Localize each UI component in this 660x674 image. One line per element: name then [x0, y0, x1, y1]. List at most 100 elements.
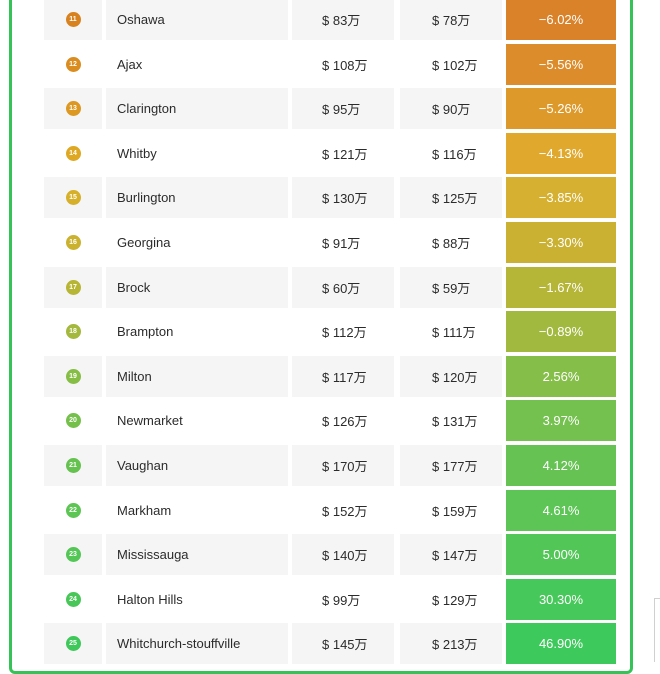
table-row: 19 Milton $ 117万 $ 120万 2.56% — [44, 355, 616, 397]
price-after: $ 125万 — [400, 177, 502, 219]
change-percent: −5.56% — [506, 43, 616, 85]
rank-cell: 15 — [44, 177, 102, 219]
rank-badge: 17 — [65, 279, 81, 295]
change-percent: −3.30% — [506, 222, 616, 263]
rank-cell: 20 — [44, 400, 102, 441]
rank-badge: 24 — [65, 591, 81, 607]
table-row: 16 Georgina $ 91万 $ 88万 −3.30% — [44, 222, 616, 263]
price-after: $ 177万 — [400, 445, 502, 486]
price-before: $ 152万 — [322, 503, 368, 519]
price-before: $ 99万 — [322, 592, 361, 608]
table-row: 23 Mississauga $ 140万 $ 147万 5.00% — [44, 534, 616, 576]
price-before: $ 95万 — [292, 88, 394, 130]
price-before: $ 121万 — [322, 146, 368, 162]
price-after: $ 90万 — [400, 88, 502, 130]
rank-cell: 16 — [44, 222, 102, 263]
table-row: 14 Whitby $ 121万 $ 116万 −4.13% — [44, 132, 616, 174]
rank-badge: 14 — [65, 145, 81, 161]
adjacent-panel-edge — [654, 598, 660, 662]
rank-badge: 19 — [65, 368, 81, 384]
price-before: $ 140万 — [292, 534, 394, 576]
price-before: $ 83万 — [292, 0, 394, 40]
table-row: 24 Halton Hills $ 99万 $ 129万 30.30% — [44, 578, 616, 620]
table-row: 11 Oshawa $ 83万 $ 78万 −6.02% — [44, 0, 616, 40]
rank-cell: 25 — [44, 623, 102, 665]
rank-badge: 20 — [65, 413, 81, 429]
table-row: 22 Markham $ 152万 $ 159万 4.61% — [44, 489, 616, 531]
city-name: Ajax — [117, 56, 143, 72]
change-percent: −0.89% — [506, 311, 616, 353]
city-name: Whitchurch-stouffville — [106, 623, 288, 665]
rank-cell: 18 — [44, 311, 102, 352]
change-percent: 4.61% — [506, 489, 616, 531]
rank-badge: 15 — [65, 190, 81, 206]
price-before: $ 117万 — [292, 355, 394, 397]
rank-cell: 24 — [44, 579, 102, 620]
change-percent: −4.13% — [506, 132, 616, 174]
price-after: $ 213万 — [400, 623, 502, 665]
city-name: Halton Hills — [117, 591, 183, 607]
table-row: 20 Newmarket $ 126万 $ 131万 3.97% — [44, 400, 616, 442]
price-after: $ 78万 — [400, 0, 502, 40]
change-percent: −1.67% — [506, 266, 616, 308]
price-before: $ 60万 — [292, 266, 394, 308]
city-name: Georgina — [117, 235, 171, 250]
price-before: $ 145万 — [292, 623, 394, 665]
city-name: Brampton — [117, 324, 174, 340]
city-name: Newmarket — [117, 413, 183, 429]
city-name: Whitby — [117, 145, 157, 161]
table-row: 17 Brock $ 60万 $ 59万 −1.67% — [44, 266, 616, 308]
change-percent: 2.56% — [506, 355, 616, 397]
rank-cell: 11 — [44, 0, 102, 40]
city-name: Milton — [106, 355, 288, 397]
city-name: Brock — [106, 266, 288, 308]
city-name: Mississauga — [106, 534, 288, 576]
rank-badge: 22 — [65, 502, 81, 518]
rank-cell: 21 — [44, 445, 102, 486]
rank-cell: 14 — [44, 133, 102, 174]
city-name: Vaughan — [106, 445, 288, 486]
city-name: Burlington — [106, 177, 288, 219]
change-percent: 30.30% — [506, 578, 616, 620]
rank-badge: 11 — [65, 12, 81, 27]
rank-cell: 12 — [44, 44, 102, 85]
price-after: $ 116万 — [432, 146, 477, 162]
price-before: $ 91万 — [322, 236, 361, 251]
rank-cell: 13 — [44, 88, 102, 130]
table-row: 15 Burlington $ 130万 $ 125万 −3.85% — [44, 177, 616, 219]
rank-cell: 22 — [44, 490, 102, 531]
change-percent: 5.00% — [506, 534, 616, 576]
price-after: $ 88万 — [432, 236, 471, 251]
price-after: $ 102万 — [432, 57, 478, 73]
rank-badge: 16 — [65, 235, 81, 250]
price-after: $ 159万 — [432, 503, 478, 519]
change-percent: −5.26% — [506, 88, 616, 130]
rank-badge: 23 — [65, 547, 81, 563]
table-row: 25 Whitchurch-stouffville $ 145万 $ 213万 46.9… — [44, 623, 616, 665]
price-after: $ 147万 — [400, 534, 502, 576]
rank-badge: 18 — [65, 324, 81, 340]
rank-badge: 21 — [65, 458, 81, 473]
price-before: $ 126万 — [322, 414, 368, 430]
price-before: $ 108万 — [322, 57, 368, 73]
change-percent: 3.97% — [506, 400, 616, 442]
change-percent: −3.85% — [506, 177, 616, 219]
table-row: 13 Clarington $ 95万 $ 90万 −5.26% — [44, 88, 616, 130]
rank-cell: 19 — [44, 355, 102, 397]
price-after: $ 131万 — [432, 414, 478, 430]
table-row: 21 Vaughan $ 170万 $ 177万 4.12% — [44, 445, 616, 486]
table-row: 12 Ajax $ 108万 $ 102万 −5.56% — [44, 43, 616, 85]
change-percent: 46.90% — [506, 623, 616, 665]
rank-badge: 13 — [65, 101, 81, 117]
table-row: 18 Brampton $ 112万 $ 111万 −0.89% — [44, 311, 616, 353]
city-name: Markham — [117, 502, 172, 518]
change-percent: 4.12% — [506, 445, 616, 486]
rank-badge: 25 — [65, 636, 81, 652]
city-name: Oshawa — [106, 0, 288, 40]
rank-cell: 17 — [44, 266, 102, 308]
change-percent: −6.02% — [506, 0, 616, 40]
price-before: $ 112万 — [322, 325, 367, 341]
rank-cell: 23 — [44, 534, 102, 576]
price-before: $ 130万 — [292, 177, 394, 219]
city-name: Clarington — [106, 88, 288, 130]
